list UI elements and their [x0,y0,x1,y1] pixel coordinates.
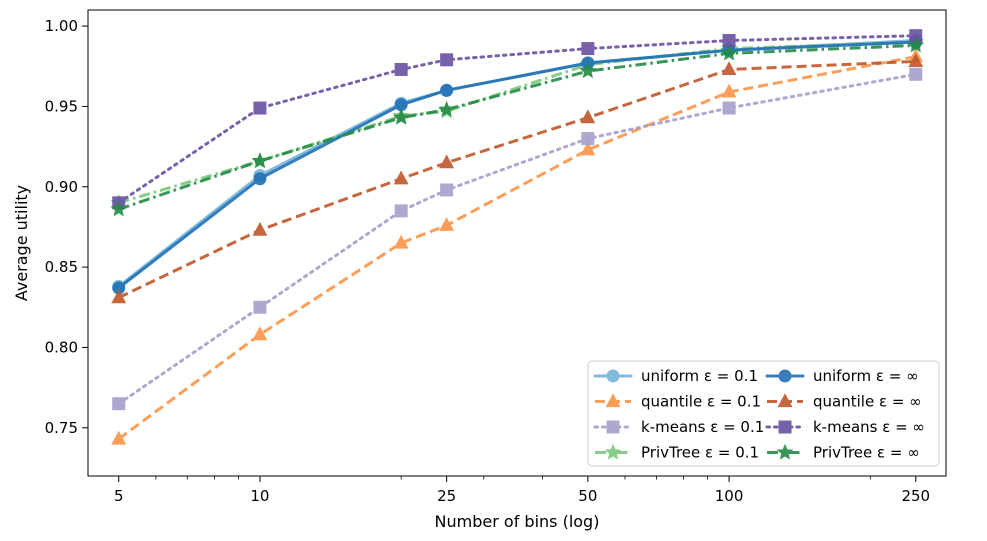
series-layer [110,29,925,445]
data-point-kmeans-eps01-1 [253,300,267,314]
x-tick-label-50: 50 [578,487,597,505]
data-point-kmeans-inf-3 [440,53,454,67]
y-tick-label-1: 0.80 [45,338,78,356]
data-point-privtree-inf-3 [438,100,456,117]
data-point-quantile-inf-4 [580,109,596,124]
legend-item-privtree-eps01 [595,443,631,460]
legend-marker-privtree-eps01 [604,443,622,460]
data-point-quantile-eps01-4 [580,141,596,156]
legend-item-uniform-eps01 [593,369,633,383]
legend-marker-privtree-inf [776,443,794,460]
series-kmeans-eps01 [112,67,923,411]
legend-item-quantile-inf [767,393,803,408]
data-point-privtree-inf-5 [720,44,738,61]
data-point-kmeans-eps01-5 [722,101,736,115]
data-point-quantile-inf-0 [111,289,127,304]
legend: uniform ε = 0.1 quantile ε = 0.1 k-means ε… [587,360,940,467]
x-tick-label-5: 5 [114,487,124,505]
plot-frame [87,9,947,477]
x-tick-label-25: 25 [437,487,456,505]
y-tick-label-5: 1.00 [45,17,78,35]
data-point-quantile-inf-6 [908,53,924,68]
data-point-kmeans-eps01-0 [112,397,126,411]
data-point-kmeans-inf-2 [394,62,408,76]
y-axis-label: Average utility [12,185,31,301]
legend-marker-quantile-eps01 [605,393,621,408]
data-point-kmeans-inf-4 [581,42,595,56]
legend-item-kmeans-inf [765,420,805,434]
data-point-quantile-eps01-2 [393,234,409,249]
legend-label-quantile-eps01: quantile ε = 0.1 [641,393,761,411]
x-axis: 5 10 25 50 100 250 [114,476,930,505]
legend-item-uniform-inf [765,369,805,383]
x-tick-label-100: 100 [715,487,744,505]
data-point-kmeans-inf-1 [253,101,267,115]
data-point-kmeans-eps01-3 [440,183,454,197]
data-point-privtree-inf-4 [579,62,597,79]
data-point-privtree-inf-2 [392,108,410,125]
data-point-quantile-inf-3 [439,154,455,169]
legend-label-privtree-inf: PrivTree ε = ∞ [813,444,920,462]
legend-label-kmeans-eps01: k-means ε = 0.1 [641,418,764,436]
data-point-quantile-eps01-0 [111,430,127,445]
legend-label-privtree-eps01: PrivTree ε = 0.1 [641,444,759,462]
legend-label-uniform-eps01: uniform ε = 0.1 [641,367,758,385]
series-kmeans-inf [112,29,923,210]
y-tick-label-4: 0.95 [45,97,78,115]
legend-label-kmeans-inf: k-means ε = ∞ [813,418,925,436]
legend-box [587,360,940,467]
data-point-uniform-inf-3 [440,83,454,97]
legend-marker-quantile-inf [777,393,793,408]
data-point-quantile-eps01-3 [439,217,455,231]
legend-marker-kmeans-eps01 [606,420,620,434]
y-axis: 0.75 0.80 0.85 0.90 0.95 1.00 [45,17,88,437]
data-point-uniform-inf-1 [253,172,267,186]
x-axis-label: Number of bins (log) [435,512,600,531]
legend-marker-uniform-inf [778,369,792,383]
legend-label-uniform-inf: uniform ε = ∞ [813,367,919,385]
x-tick-label-10: 10 [250,487,269,505]
data-point-kmeans-eps01-6 [909,67,923,81]
x-tick-label-250: 250 [901,487,930,505]
data-point-quantile-eps01-5 [721,83,737,98]
legend-item-privtree-inf [767,443,803,460]
series-quantile-inf [111,53,924,304]
legend-item-quantile-eps01 [595,393,631,408]
legend-marker-uniform-eps01 [606,369,620,383]
data-point-privtree-inf-0 [110,200,128,217]
series-privtree-inf [110,36,925,217]
data-point-quantile-inf-1 [252,221,268,236]
legend-marker-kmeans-inf [778,420,792,434]
data-point-kmeans-eps01-4 [581,132,595,146]
data-point-quantile-eps01-1 [252,326,268,341]
data-point-quantile-inf-5 [721,61,737,76]
y-tick-label-0: 0.75 [45,419,78,437]
y-tick-label-2: 0.85 [45,258,78,276]
data-point-quantile-inf-2 [393,170,409,185]
data-point-privtree-inf-6 [907,36,925,53]
legend-item-kmeans-eps01 [593,420,633,434]
legend-label-quantile-inf: quantile ε = ∞ [813,393,922,411]
data-point-kmeans-eps01-2 [394,204,408,218]
data-point-privtree-inf-1 [251,152,269,169]
y-tick-label-3: 0.90 [45,178,78,196]
